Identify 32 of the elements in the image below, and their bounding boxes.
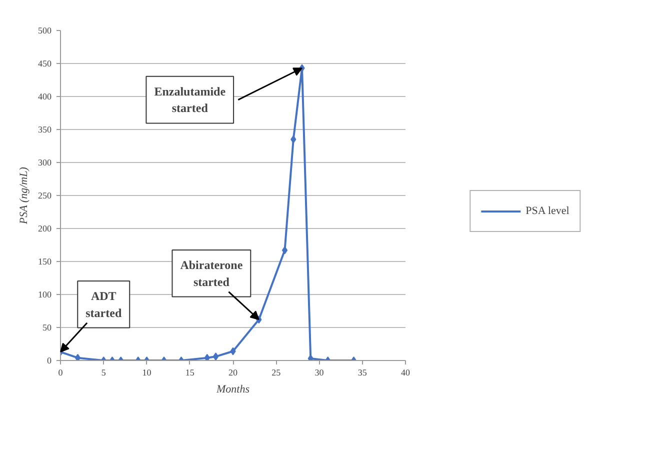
y-tick-label: 350: [38, 124, 52, 134]
y-tick-label: 150: [38, 256, 52, 266]
point: [230, 347, 236, 356]
x-tick-label: 15: [185, 368, 195, 378]
y-axis-title: PSA (ng/mL): [18, 166, 30, 226]
x-tick-label: 30: [314, 368, 324, 378]
point: [212, 352, 219, 360]
x-axis-title: Months: [216, 384, 250, 396]
annotation: Enzalutamide started: [154, 84, 226, 116]
annotation: ADT started: [86, 289, 122, 320]
x-tick-label: 0: [58, 368, 64, 378]
x-tick-label: 25: [272, 368, 282, 378]
annotation: Abiraterone started: [180, 258, 244, 289]
point: [290, 135, 296, 144]
point: [74, 354, 81, 360]
y-tick-label: 50: [42, 322, 52, 332]
y-tick-label: 300: [38, 158, 52, 168]
x-tick-label: 35: [358, 368, 368, 378]
y-tick-label: 500: [38, 26, 52, 36]
y-tick-label: 450: [38, 58, 52, 68]
x-tick-label: 10: [142, 368, 152, 378]
y-tick-label: 0: [47, 356, 52, 366]
legend-label: PSA level: [526, 205, 570, 217]
x-tick-label: 20: [228, 368, 238, 378]
point: [204, 354, 210, 360]
x-tick-label: 40: [401, 368, 410, 378]
y-tick-label: 100: [38, 290, 52, 300]
x-tick-label: 5: [101, 368, 106, 378]
y-tick-label: 200: [38, 224, 52, 234]
y-tick-label: 400: [38, 92, 52, 102]
y-tick-label: 250: [38, 190, 52, 200]
point: [282, 246, 288, 254]
